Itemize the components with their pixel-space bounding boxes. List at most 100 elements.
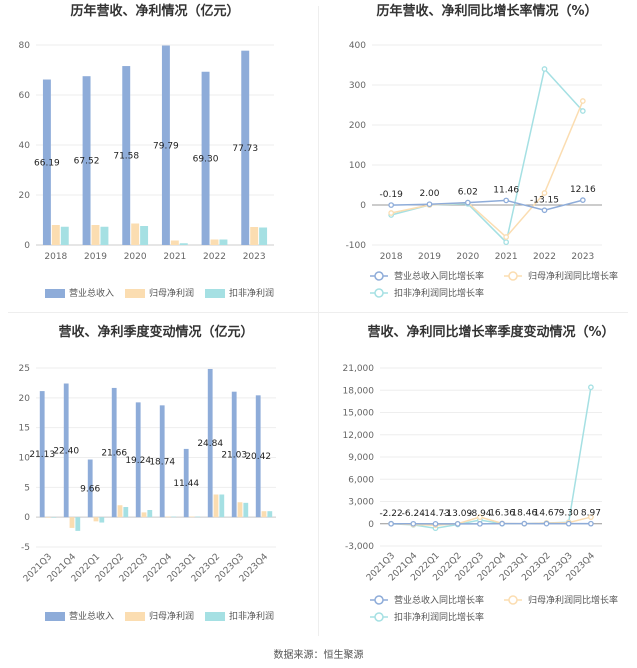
legend-label: 扣非净利润同比增长率 [394, 611, 484, 623]
bar-revenue [161, 45, 170, 246]
data-label: 18.46 [511, 509, 537, 519]
y-tick-label: 200 [349, 121, 366, 131]
legend-label: 归母净利润同比增长率 [528, 594, 618, 606]
series-line [391, 387, 592, 529]
series-line [391, 516, 592, 526]
data-point [477, 520, 483, 527]
x-tick-label: 2021 [495, 252, 518, 262]
x-tick-label: 2021 [163, 252, 186, 262]
data-label: 12.16 [570, 185, 596, 195]
y-tick-label: 18,000 [343, 386, 375, 396]
bar-revenue [183, 448, 189, 518]
data-label: 8.97 [581, 509, 601, 519]
bar-net-profit [141, 512, 147, 518]
bar-net-profit [131, 223, 140, 245]
annual-growth-chart: 历年营收、净利同比增长率情况（%） -100 0 100 200 300 400 2018 20… [318, 0, 637, 312]
data-label: 21.13 [29, 450, 55, 460]
data-point [588, 384, 594, 391]
y-tick-label: 0 [360, 201, 366, 211]
legend-swatch [125, 289, 145, 298]
bar-deducted-profit [179, 243, 188, 245]
data-point [579, 197, 586, 203]
bar-revenue [122, 66, 131, 245]
bar-deducted-profit [147, 510, 153, 518]
y-tick-label: 0 [368, 520, 374, 530]
data-point [579, 98, 586, 104]
bar-net-profit [170, 240, 179, 245]
data-label: 24.84 [197, 439, 223, 449]
y-tick-label: -3,000 [345, 542, 374, 552]
data-point [410, 520, 417, 527]
y-tick-label: 25 [19, 364, 30, 374]
bar-net-profit [213, 494, 219, 518]
quarterly-growth-svg: 营收、净利同比增长率季度变动情况（%） -3,000 0 3,000 6,000 9,00… [343, 324, 619, 623]
bar-revenue [111, 387, 117, 518]
legend-swatch [45, 289, 65, 298]
legend-swatch [45, 612, 65, 621]
bar-deducted-profit [60, 226, 69, 245]
bar-revenue [82, 76, 91, 245]
y-tick-label: 12,000 [343, 431, 375, 441]
bar-net-profit [69, 517, 75, 528]
bar-revenue [231, 391, 237, 518]
chart-title: 历年营收、净利同比增长率情况（%） [376, 3, 597, 19]
data-point [477, 514, 483, 520]
y-tick-label: 20 [19, 394, 31, 404]
x-tick-label: 2022 [533, 252, 556, 262]
data-label: 20.42 [245, 452, 271, 462]
data-label: -14.73 [421, 509, 450, 519]
data-point [388, 520, 394, 527]
data-label: -2.22 [379, 509, 402, 519]
bar-revenue [255, 395, 261, 518]
bar-deducted-profit [195, 516, 201, 518]
bar-revenue [201, 71, 210, 245]
data-point [543, 520, 550, 527]
data-point [565, 520, 572, 527]
data-label: 22.40 [53, 446, 79, 456]
legend-label: 归母净利润同比增长率 [528, 270, 618, 282]
legend-marker [508, 271, 518, 281]
data-label: 2.00 [419, 189, 439, 199]
x-tick-label: 2020 [124, 252, 147, 262]
annual-growth-svg: 历年营收、净利同比增长率情况（%） -100 0 100 200 300 400 2018 20… [346, 3, 618, 299]
chart-title: 营收、净利季度变动情况（亿元） [58, 324, 253, 340]
legend-swatch [205, 612, 225, 621]
chart-title: 历年营收、净利情况（亿元） [70, 3, 239, 19]
y-tick-label: 40 [19, 141, 31, 151]
bar-revenue [42, 79, 51, 246]
data-label: -0.19 [380, 190, 404, 200]
data-point [588, 520, 594, 527]
legend-label: 营业总收入同比增长率 [394, 270, 484, 282]
bar-revenue [241, 50, 250, 245]
bar-net-profit [117, 505, 123, 518]
data-point [541, 66, 548, 72]
legend-label: 营业总收入 [69, 610, 114, 622]
y-tick-label: -100 [346, 241, 367, 251]
series-line [391, 199, 584, 212]
data-label: 14.67 [534, 509, 560, 519]
data-point [541, 207, 548, 214]
data-label: 18.74 [149, 457, 175, 467]
y-tick-label: 21,000 [343, 364, 375, 374]
data-label: 11.44 [173, 479, 199, 489]
series-line [391, 100, 584, 239]
legend-swatch [125, 612, 145, 621]
x-tick-label: 2020 [456, 252, 479, 262]
bar-net-profit [261, 511, 267, 518]
legend-label: 扣非净利润 [229, 610, 274, 622]
data-point [499, 520, 505, 527]
data-label: 11.46 [493, 185, 519, 195]
quarterly-amount-svg: 营收、净利季度变动情况（亿元）-505101520252021Q321.1320… [19, 324, 276, 622]
x-tick-label: 2019 [418, 252, 441, 262]
bar-net-profit [93, 517, 99, 522]
bar-deducted-profit [171, 516, 177, 518]
data-label: 66.19 [34, 158, 60, 168]
data-label: 21.03 [221, 450, 247, 460]
bar-net-profit [51, 225, 60, 245]
y-tick-label: 20 [19, 191, 31, 201]
bar-net-profit [91, 225, 100, 245]
y-tick-label: -5 [21, 543, 30, 553]
bar-deducted-profit [100, 226, 109, 245]
bar-deducted-profit [140, 226, 149, 245]
data-label: 9.30 [559, 509, 579, 519]
